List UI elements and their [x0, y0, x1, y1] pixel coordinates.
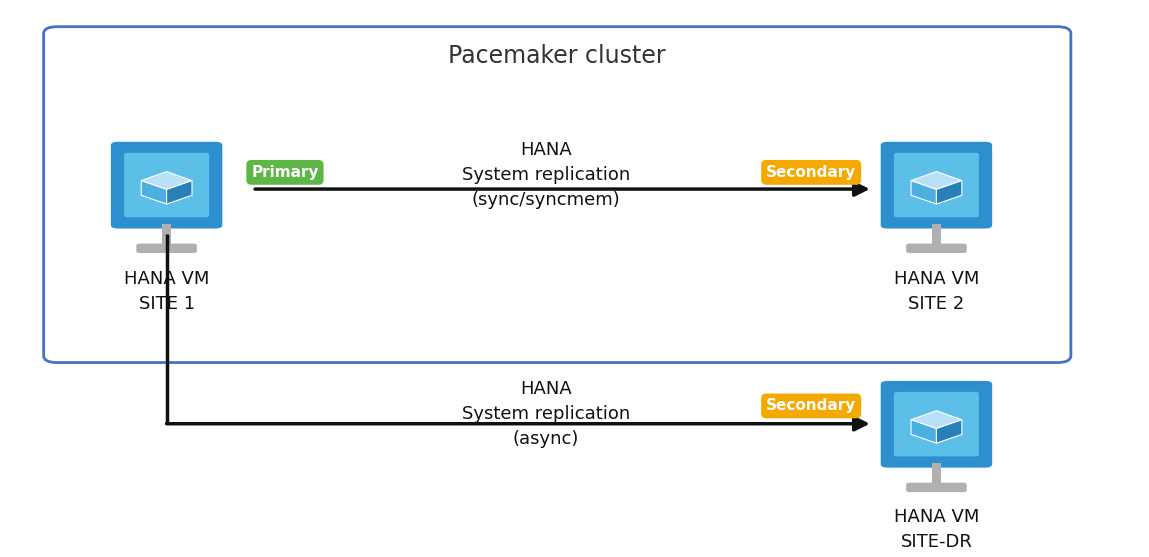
- Polygon shape: [936, 180, 962, 204]
- FancyBboxPatch shape: [162, 224, 171, 245]
- Polygon shape: [141, 172, 192, 189]
- FancyBboxPatch shape: [907, 483, 966, 492]
- FancyBboxPatch shape: [907, 243, 966, 253]
- FancyBboxPatch shape: [110, 142, 222, 228]
- Text: HANA VM
SITE-DR: HANA VM SITE-DR: [894, 508, 979, 551]
- FancyBboxPatch shape: [880, 381, 992, 468]
- Polygon shape: [911, 172, 962, 189]
- Polygon shape: [911, 411, 962, 428]
- Text: Primary: Primary: [252, 165, 318, 180]
- FancyBboxPatch shape: [894, 392, 979, 456]
- Text: Pacemaker cluster: Pacemaker cluster: [448, 43, 666, 67]
- Polygon shape: [141, 180, 167, 204]
- Polygon shape: [911, 420, 936, 443]
- Text: HANA
System replication
(async): HANA System replication (async): [462, 380, 630, 448]
- FancyBboxPatch shape: [137, 243, 196, 253]
- Text: HANA VM
SITE 1: HANA VM SITE 1: [124, 271, 209, 314]
- FancyBboxPatch shape: [880, 142, 992, 228]
- FancyBboxPatch shape: [932, 463, 941, 485]
- Text: HANA
System replication
(sync/syncmem): HANA System replication (sync/syncmem): [462, 141, 630, 209]
- Polygon shape: [911, 180, 936, 204]
- FancyBboxPatch shape: [932, 224, 941, 245]
- Text: Secondary: Secondary: [766, 165, 856, 180]
- Text: Secondary: Secondary: [766, 398, 856, 413]
- Polygon shape: [167, 180, 192, 204]
- Text: HANA VM
SITE 2: HANA VM SITE 2: [894, 271, 979, 314]
- FancyBboxPatch shape: [124, 153, 209, 217]
- FancyBboxPatch shape: [894, 153, 979, 217]
- Polygon shape: [936, 420, 962, 443]
